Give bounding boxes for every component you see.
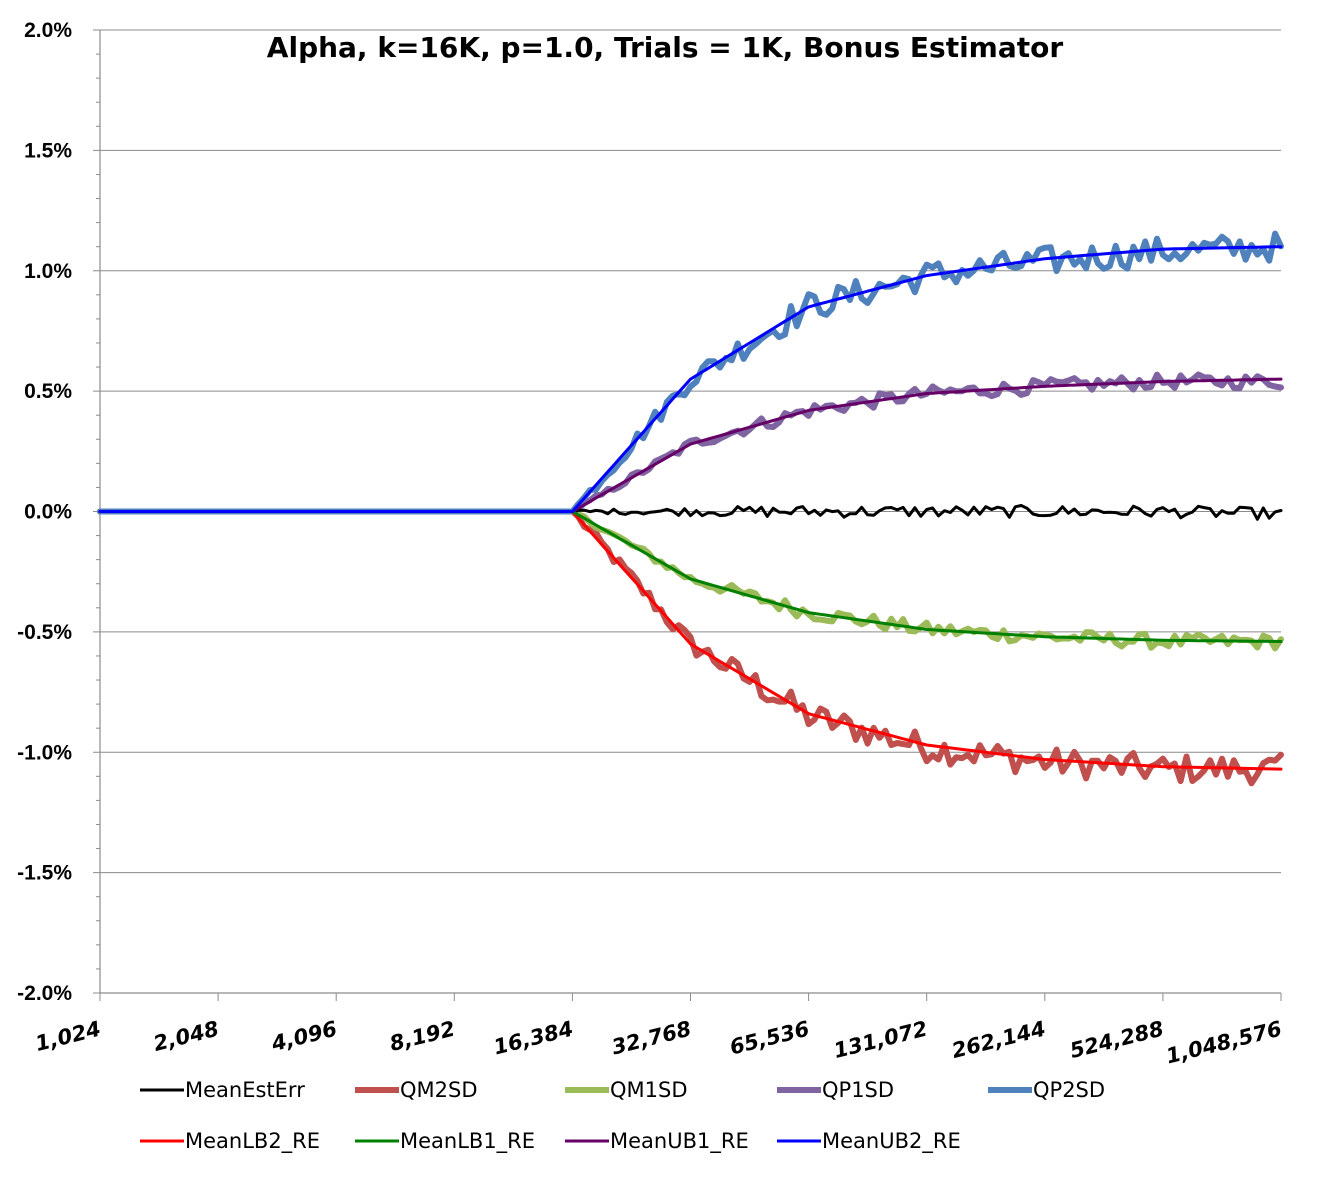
x-tick-label: 65,536	[727, 1017, 811, 1060]
legend: MeanEstErr QM2SD QM1SD QP1SD QP2SD MeanLB2_RE…	[140, 1078, 1105, 1154]
series-line-qm2sd	[97, 508, 1284, 787]
y-tick-label: 2.0%	[24, 19, 72, 42]
x-tick-label: 1,024	[33, 1017, 103, 1056]
x-tick-label: 2,048	[151, 1017, 221, 1056]
legend-label: MeanLB1_RE	[400, 1129, 535, 1154]
x-tick-label: 131,072	[831, 1017, 930, 1063]
y-tick-label: 1.5%	[24, 139, 72, 162]
series-line-meanlb2-re	[98, 510, 1283, 771]
chart-title: Alpha, k=16K, p=1.0, Trials = 1K, Bonus …	[267, 31, 1064, 64]
legend-item-meanlb2-re: MeanLB2_RE	[140, 1129, 320, 1154]
x-tick-label: 4,096	[268, 1017, 339, 1057]
legend-item-meanub1-re: MeanUB1_RE	[565, 1129, 749, 1154]
series-line-meanub2-re	[98, 245, 1283, 513]
y-tick-label: -0.5%	[17, 621, 72, 644]
legend-label: MeanUB1_RE	[610, 1129, 749, 1154]
series-line-meanub1-re	[98, 377, 1283, 513]
legend-item-qm2sd: QM2SD	[355, 1078, 478, 1102]
legend-label: QP2SD	[1033, 1078, 1105, 1102]
legend-label: MeanUB2_RE	[822, 1129, 961, 1154]
y-tick-labels: 2.0% 1.5% 1.0% 0.5% 0.0% -0.5% -1.0% -1.5% -2.0%	[17, 19, 72, 1005]
axes	[93, 29, 1282, 1001]
x-tick-label: 16,384	[491, 1017, 575, 1060]
y-tick-label: 1.0%	[24, 260, 72, 283]
legend-item-qp1sd: QP1SD	[777, 1078, 894, 1102]
x-tick-label: 8,192	[387, 1017, 457, 1056]
legend-item-qm1sd: QM1SD	[565, 1078, 688, 1102]
series-lines	[97, 230, 1284, 787]
y-tick-label: -2.0%	[17, 982, 72, 1005]
y-tick-label: -1.0%	[17, 741, 72, 764]
x-tick-label: 32,768	[609, 1017, 693, 1060]
legend-item-qp2sd: QP2SD	[988, 1078, 1105, 1102]
y-tick-label: 0.5%	[24, 380, 72, 403]
legend-item-meanub2-re: MeanUB2_RE	[777, 1129, 961, 1154]
legend-item-meanesterr: MeanEstErr	[140, 1078, 305, 1102]
legend-item-meanlb1-re: MeanLB1_RE	[355, 1129, 535, 1154]
y-tick-label: -1.5%	[17, 862, 72, 885]
legend-label: MeanLB2_RE	[185, 1129, 320, 1154]
series-line-meanesterr	[98, 504, 1283, 521]
legend-label: QP1SD	[822, 1078, 894, 1102]
series-line-qp2sd	[97, 230, 1284, 515]
y-tick-label: 0.0%	[24, 501, 72, 524]
legend-label: QM2SD	[400, 1078, 478, 1102]
x-tick-label: 524,288	[1067, 1017, 1166, 1063]
x-tick-label: 1,048,576	[1164, 1017, 1285, 1069]
x-tick-label: 262,144	[949, 1017, 1048, 1063]
series-line-meanlb1-re	[98, 510, 1283, 643]
legend-label: QM1SD	[610, 1078, 688, 1102]
legend-label: MeanEstErr	[185, 1078, 305, 1102]
x-tick-labels: 1,024 2,048 4,096 8,192 16,384 32,768 65,536 13…	[33, 1017, 1284, 1069]
